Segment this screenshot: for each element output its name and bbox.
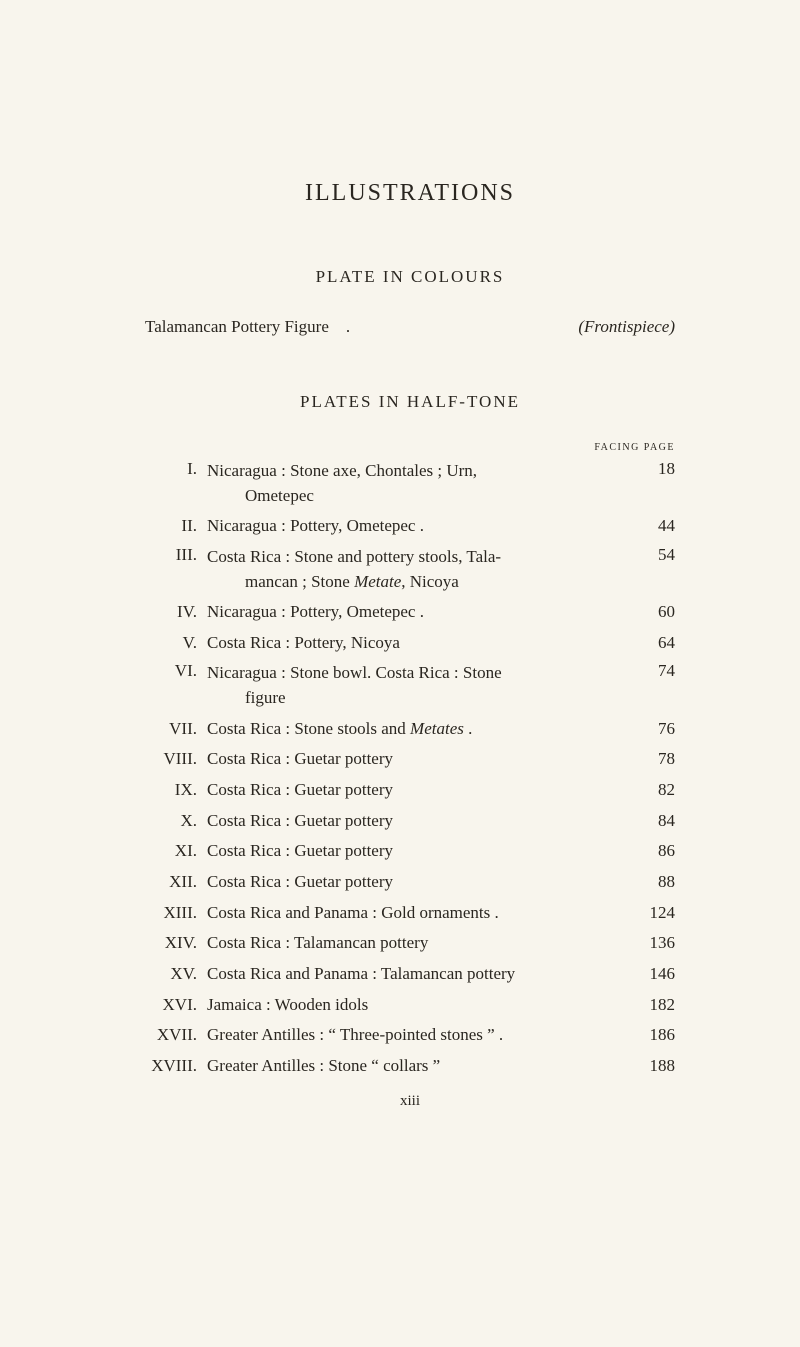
roman-numeral: VII. [145, 719, 207, 739]
roman-numeral: V. [145, 633, 207, 653]
entry-description: Costa Rica : Stone stools and Metates . [207, 717, 630, 742]
facing-page-label: FACING PAGE [145, 442, 675, 453]
entry-description: Nicaragua : Stone bowl. Costa Rica : Sto… [207, 661, 630, 710]
list-entry: II.Nicaragua : Pottery, Ometepec .44 [145, 514, 675, 539]
page-reference: 84 [630, 811, 675, 831]
entry-description: Costa Rica : Guetar pottery [207, 747, 630, 772]
roman-numeral: XVIII. [145, 1056, 207, 1076]
page-reference: 86 [630, 841, 675, 861]
list-entry: IV.Nicaragua : Pottery, Ometepec .60 [145, 600, 675, 625]
list-entry: III.Costa Rica : Stone and pottery stool… [145, 545, 675, 594]
entry-description: Nicaragua : Stone axe, Chontales ; Urn,O… [207, 459, 630, 508]
entry-description: Nicaragua : Pottery, Ometepec . [207, 600, 630, 625]
entry-description: Costa Rica and Panama : Gold ornaments . [207, 901, 630, 926]
entry-description: Costa Rica : Guetar pottery [207, 778, 630, 803]
roman-numeral: XVI. [145, 995, 207, 1015]
roman-numeral: XIII. [145, 903, 207, 923]
list-entry: XIV.Costa Rica : Talamancan pottery136 [145, 931, 675, 956]
list-entry: X.Costa Rica : Guetar pottery84 [145, 809, 675, 834]
list-entry: XVII.Greater Antilles : “ Three-pointed … [145, 1023, 675, 1048]
list-entry: I.Nicaragua : Stone axe, Chontales ; Urn… [145, 459, 675, 508]
list-entry: VI.Nicaragua : Stone bowl. Costa Rica : … [145, 661, 675, 710]
page-reference: 136 [630, 933, 675, 953]
plate-colours-heading: PLATE IN COLOURS [145, 267, 675, 287]
list-entry: XI.Costa Rica : Guetar pottery86 [145, 839, 675, 864]
list-entry: XVI.Jamaica : Wooden idols182 [145, 993, 675, 1018]
list-entry: IX.Costa Rica : Guetar pottery82 [145, 778, 675, 803]
list-entry: XVIII.Greater Antilles : Stone “ collars… [145, 1054, 675, 1079]
list-entry: VIII.Costa Rica : Guetar pottery78 [145, 747, 675, 772]
page-reference: 88 [630, 872, 675, 892]
entry-description: Greater Antilles : “ Three-pointed stone… [207, 1023, 630, 1048]
roman-numeral: IV. [145, 602, 207, 622]
illustrations-list: I.Nicaragua : Stone axe, Chontales ; Urn… [145, 459, 675, 1078]
page-reference: 146 [630, 964, 675, 984]
page-reference: 44 [630, 516, 675, 536]
roman-numeral: X. [145, 811, 207, 831]
roman-numeral: XIV. [145, 933, 207, 953]
plates-halftone-heading: PLATES IN HALF-TONE [145, 392, 675, 412]
list-entry: VII.Costa Rica : Stone stools and Metate… [145, 717, 675, 742]
entry-description: Costa Rica : Pottery, Nicoya [207, 631, 630, 656]
entry-description: Costa Rica : Guetar pottery [207, 809, 630, 834]
roman-numeral: III. [145, 545, 207, 565]
entry-description: Jamaica : Wooden idols [207, 993, 630, 1018]
page-reference: 186 [630, 1025, 675, 1045]
page-number: xiii [145, 1093, 675, 1110]
entry-description: Greater Antilles : Stone “ collars ” [207, 1054, 630, 1079]
page-reference: 64 [630, 633, 675, 653]
page-reference: 124 [630, 903, 675, 923]
entry-description: Costa Rica : Guetar pottery [207, 870, 630, 895]
roman-numeral: IX. [145, 780, 207, 800]
roman-numeral: XVII. [145, 1025, 207, 1045]
colour-plate-desc: Talamancan Pottery Figure . [145, 317, 350, 337]
entry-description: Costa Rica : Stone and pottery stools, T… [207, 545, 630, 594]
page-reference: 188 [630, 1056, 675, 1076]
list-entry: XII.Costa Rica : Guetar pottery88 [145, 870, 675, 895]
page-reference: 76 [630, 719, 675, 739]
roman-numeral: VI. [145, 661, 207, 681]
entry-description: Costa Rica : Guetar pottery [207, 839, 630, 864]
colour-plate-ref: (Frontispiece) [578, 317, 675, 337]
list-entry: XV.Costa Rica and Panama : Talamancan po… [145, 962, 675, 987]
entry-description: Costa Rica and Panama : Talamancan potte… [207, 962, 630, 987]
page-reference: 54 [630, 545, 675, 565]
colour-plate-entry: Talamancan Pottery Figure . (Frontispiec… [145, 317, 675, 337]
list-entry: XIII.Costa Rica and Panama : Gold orname… [145, 901, 675, 926]
page-reference: 60 [630, 602, 675, 622]
roman-numeral: I. [145, 459, 207, 479]
main-heading: ILLUSTRATIONS [145, 180, 675, 207]
page-reference: 82 [630, 780, 675, 800]
page-reference: 18 [630, 459, 675, 479]
list-entry: V.Costa Rica : Pottery, Nicoya64 [145, 631, 675, 656]
roman-numeral: VIII. [145, 749, 207, 769]
entry-description: Costa Rica : Talamancan pottery [207, 931, 630, 956]
roman-numeral: XI. [145, 841, 207, 861]
page-reference: 74 [630, 661, 675, 681]
entry-description: Nicaragua : Pottery, Ometepec . [207, 514, 630, 539]
page-reference: 182 [630, 995, 675, 1015]
roman-numeral: XII. [145, 872, 207, 892]
page-reference: 78 [630, 749, 675, 769]
roman-numeral: II. [145, 516, 207, 536]
roman-numeral: XV. [145, 964, 207, 984]
